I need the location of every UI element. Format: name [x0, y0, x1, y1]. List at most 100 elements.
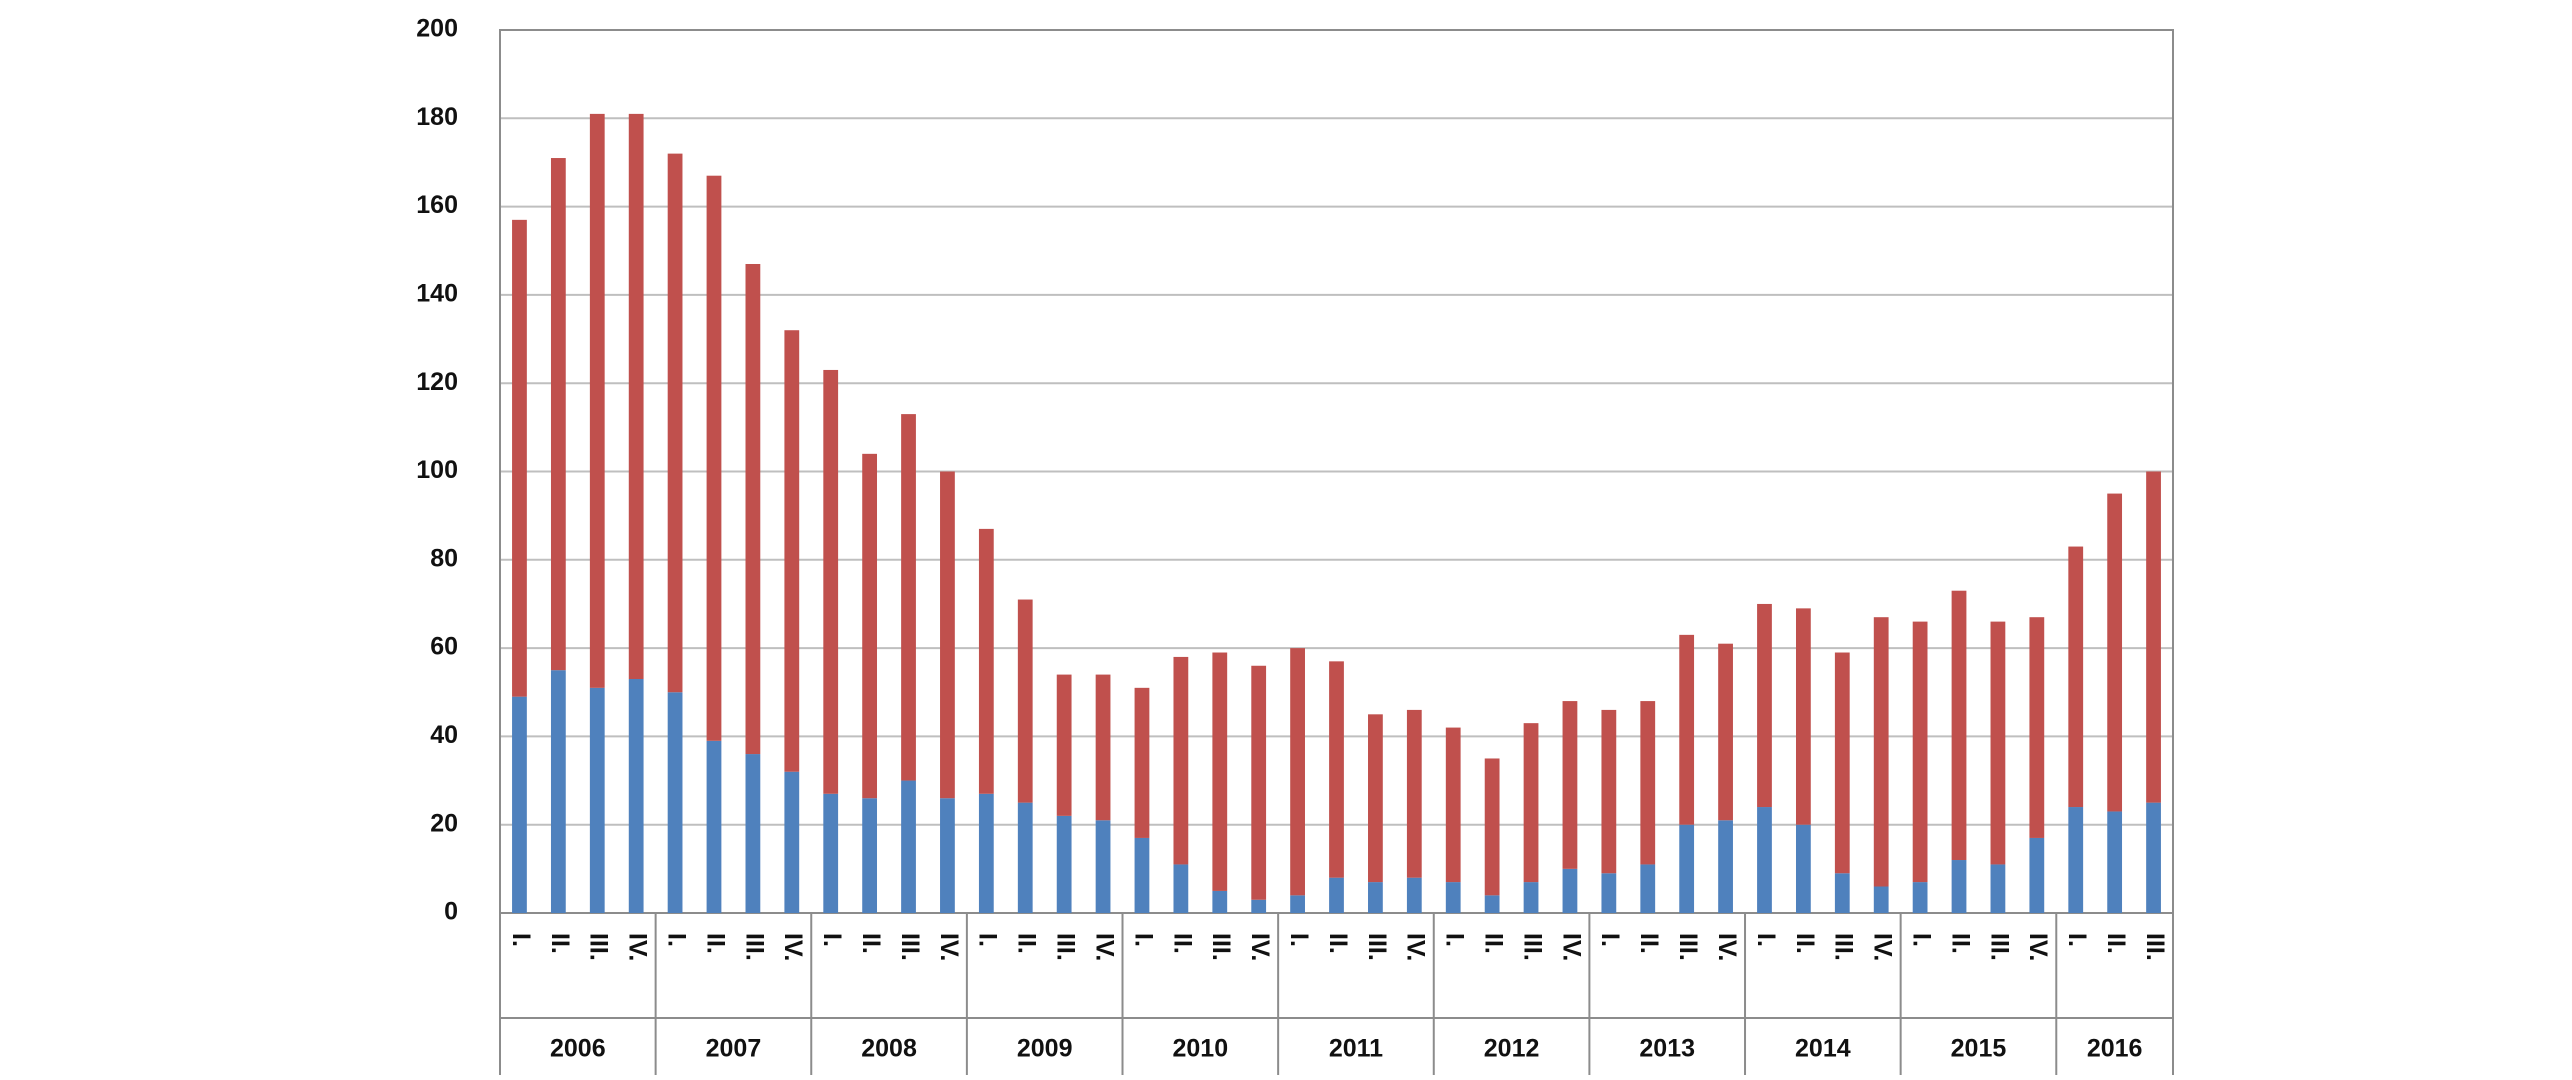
- x-tick-label: III.: [1207, 933, 1235, 961]
- y-tick-label: 40: [430, 721, 458, 749]
- y-tick-label: 60: [430, 633, 458, 661]
- bar-segment: [2029, 617, 2045, 838]
- x-tick-label: II.: [2102, 933, 2130, 954]
- x-tick-label: I.: [1441, 933, 1469, 947]
- year-label: 2010: [1173, 1035, 1229, 1063]
- x-tick-label: II.: [1480, 933, 1508, 954]
- bar-segment: [1951, 590, 1967, 861]
- bar-segment: [1329, 877, 1344, 913]
- x-tick-label: III.: [1052, 933, 1080, 961]
- bar-segment: [1523, 882, 1539, 913]
- bar-segment: [1445, 882, 1461, 913]
- year-label: 2015: [1951, 1035, 2007, 1063]
- bar-segment: [1290, 895, 1305, 913]
- bar-segment: [1017, 802, 1033, 913]
- x-tick-label: III.: [1830, 933, 1858, 961]
- bar-segment: [706, 740, 722, 913]
- bar-segment: [1757, 807, 1772, 913]
- bar-segment: [940, 798, 955, 913]
- x-tick-label: III.: [896, 933, 924, 961]
- year-label: 2014: [1795, 1035, 1851, 1063]
- y-tick-label: 160: [416, 191, 458, 219]
- x-tick-label: IV.: [1713, 933, 1741, 961]
- bar-segment: [550, 670, 566, 913]
- bar-segment: [1251, 665, 1267, 900]
- bar-segment: [1679, 634, 1695, 825]
- bar-segment: [706, 175, 722, 741]
- y-tick-label: 100: [416, 456, 458, 484]
- y-tick-label: 200: [416, 15, 458, 43]
- x-tick-label: III.: [1518, 933, 1546, 961]
- x-tick-label: IV.: [1246, 933, 1274, 961]
- bar-segment: [1523, 723, 1539, 883]
- bar-segment: [1368, 714, 1383, 883]
- y-tick-label: 0: [444, 898, 458, 926]
- bar-segment: [667, 153, 683, 693]
- bar-segment: [1212, 652, 1228, 891]
- x-tick-label: II.: [701, 933, 729, 954]
- x-tick-label: III.: [2141, 933, 2169, 961]
- bar-segment: [2068, 807, 2084, 913]
- bar-segment: [1951, 860, 1967, 913]
- bar-segment: [512, 219, 527, 697]
- y-tick-label: 140: [416, 280, 458, 308]
- bar-segment: [628, 679, 644, 913]
- bar-segment: [823, 369, 839, 794]
- bar-segment: [550, 158, 566, 671]
- bar-segment: [1406, 877, 1422, 913]
- x-tick-label: IV.: [1557, 933, 1585, 961]
- x-tick-label: III.: [585, 933, 613, 961]
- bar-segment: [1757, 603, 1772, 808]
- x-tick-label: II.: [1791, 933, 1819, 954]
- bar-segment: [2107, 493, 2123, 812]
- bar-segment: [978, 793, 994, 913]
- bar-segment: [1873, 886, 1889, 913]
- bar-segment: [1173, 656, 1189, 865]
- bar-segment: [1562, 701, 1578, 869]
- x-tick-label: II.: [1324, 933, 1352, 954]
- year-label: 2013: [1639, 1035, 1695, 1063]
- x-tick-label: III.: [1985, 933, 2013, 961]
- x-tick-label: IV.: [779, 933, 807, 961]
- bar-segment: [978, 528, 994, 794]
- bar-segment: [1368, 882, 1383, 913]
- y-tick-label: 120: [416, 368, 458, 396]
- bar-segment: [1445, 727, 1461, 883]
- bar-segment: [512, 696, 527, 913]
- bar-segment: [1134, 687, 1150, 838]
- bar-segment: [1834, 873, 1850, 913]
- bar-segment: [784, 771, 800, 913]
- bar-segment: [2107, 811, 2123, 913]
- y-tick-label: 20: [430, 809, 458, 837]
- y-tick-label: 80: [430, 544, 458, 572]
- bar-segment: [1912, 621, 1928, 883]
- year-label: 2006: [550, 1035, 606, 1063]
- x-tick-label: III.: [1674, 933, 1702, 961]
- year-label: 2016: [2087, 1035, 2143, 1063]
- bar-segment: [901, 780, 916, 913]
- x-tick-label: IV.: [2024, 933, 2052, 961]
- x-tick-label: I.: [1596, 933, 1624, 947]
- bar-segment: [1640, 701, 1656, 865]
- bar-segment: [1173, 864, 1189, 913]
- y-tick-label: 180: [416, 103, 458, 131]
- bar-segment: [1484, 895, 1500, 913]
- x-tick-label: I.: [1129, 933, 1157, 947]
- x-tick-label: IV.: [624, 933, 652, 961]
- x-tick-label: IV.: [1869, 933, 1897, 961]
- x-tick-label: IV.: [1090, 933, 1118, 961]
- x-tick-label: II.: [1168, 933, 1196, 954]
- bar-segment: [1990, 621, 2006, 865]
- bar-segment: [1134, 837, 1150, 913]
- bar-segment: [589, 687, 605, 913]
- bar-segment: [1718, 820, 1733, 913]
- x-tick-label: II.: [1013, 933, 1041, 954]
- bar-segment: [628, 113, 644, 680]
- x-tick-label: II.: [1635, 933, 1663, 954]
- bar-segment: [1990, 864, 2006, 913]
- x-tick-label: I.: [974, 933, 1002, 947]
- bar-segment: [2068, 546, 2084, 808]
- x-tick-label: IV.: [1402, 933, 1430, 961]
- year-label: 2009: [1017, 1035, 1073, 1063]
- bar-segment: [1795, 824, 1811, 913]
